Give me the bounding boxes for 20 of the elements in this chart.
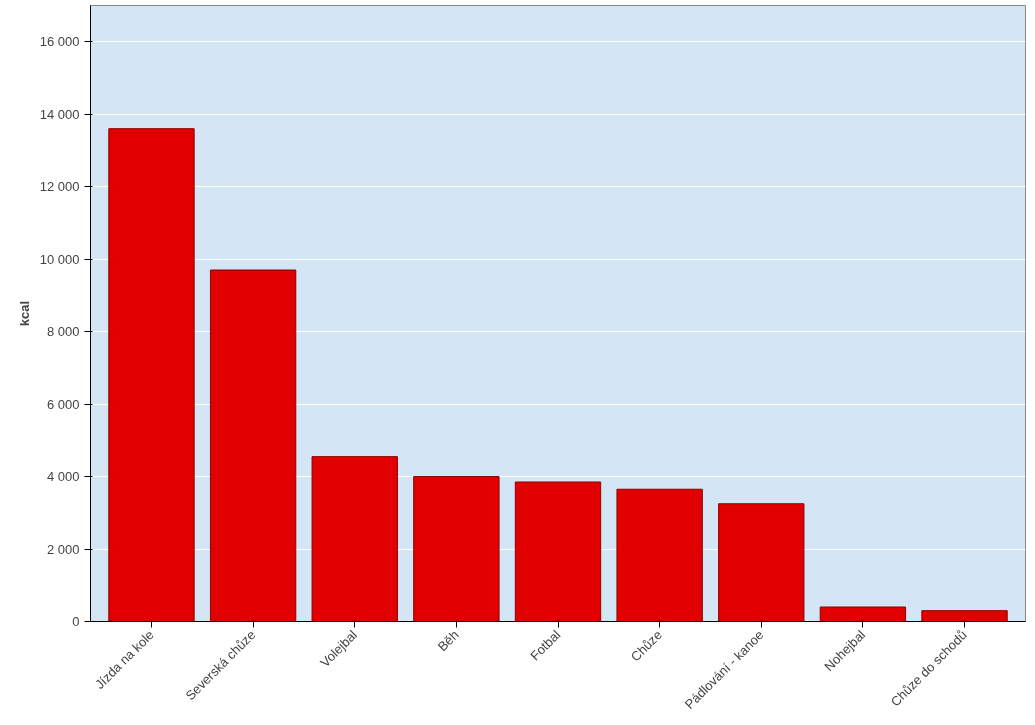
- y-tick-label: 6 000: [46, 396, 80, 412]
- bar: [108, 128, 195, 622]
- bar: [718, 503, 805, 622]
- bar: [616, 488, 703, 622]
- y-tick-label: 0: [72, 614, 80, 629]
- bar: [921, 610, 1008, 622]
- y-tick-label: 12 000: [39, 179, 80, 195]
- bar: [514, 481, 602, 622]
- bar: [209, 269, 297, 622]
- x-tick-label: Běh: [434, 627, 462, 655]
- bar: [311, 456, 398, 622]
- y-tick-label: 14 000: [39, 106, 80, 122]
- y-tick-label: 16 000: [39, 34, 80, 50]
- y-tick-label: 8 000: [46, 324, 80, 340]
- y-tick-label: 10 000: [39, 251, 80, 267]
- y-axis-title: kcal: [16, 300, 32, 327]
- y-tick-label: 4 000: [46, 469, 80, 485]
- y-tick-label: 2 000: [46, 541, 80, 557]
- bar: [819, 606, 907, 622]
- bar: [413, 476, 500, 622]
